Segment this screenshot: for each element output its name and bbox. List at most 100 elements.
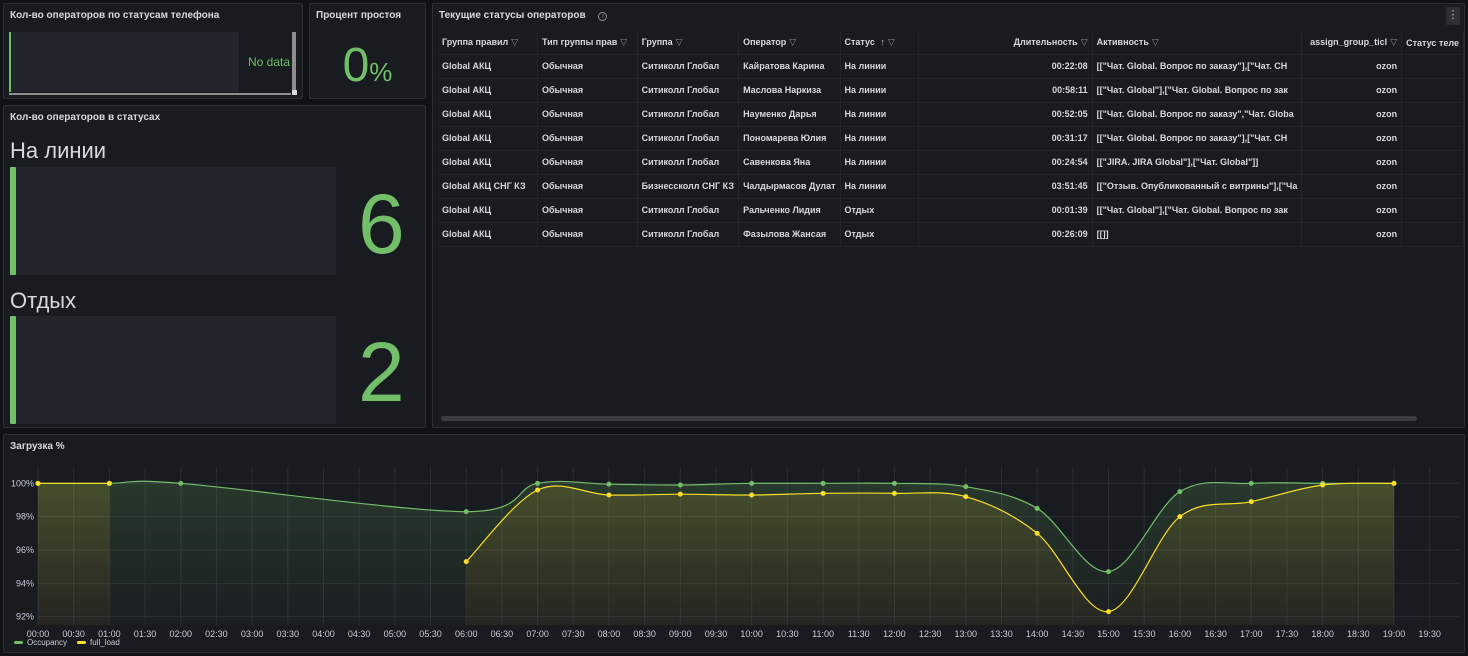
legend-swatch bbox=[14, 641, 23, 644]
x-tick-label: 11:30 bbox=[848, 629, 870, 639]
data-point-full-load bbox=[106, 480, 112, 486]
operators-table-title: Текущие статусы операторов i bbox=[439, 10, 608, 21]
phone-scroll-track[interactable] bbox=[9, 93, 291, 95]
legend-item-full-load[interactable]: full_load bbox=[77, 638, 120, 647]
x-tick-label: 05:30 bbox=[419, 629, 442, 639]
table-cell bbox=[1401, 126, 1464, 151]
x-tick-label: 00:00 bbox=[27, 629, 50, 639]
table-cell: ozon bbox=[1301, 126, 1403, 151]
col-header-label: Статус теле bbox=[1406, 37, 1459, 48]
table-cell: Науменко Дарья bbox=[738, 102, 841, 127]
data-point-full-load bbox=[820, 490, 826, 496]
table-cell bbox=[1401, 150, 1464, 175]
col-header[interactable]: Оператор ▽ bbox=[738, 32, 841, 55]
data-point-occupancy bbox=[1177, 489, 1183, 495]
col-header-label: assign_group_ticl bbox=[1310, 37, 1388, 48]
table-cell: На линии bbox=[840, 78, 920, 103]
x-tick-label: 13:30 bbox=[990, 629, 1013, 639]
x-tick-label: 17:30 bbox=[1276, 629, 1299, 639]
info-icon[interactable]: i bbox=[598, 12, 608, 21]
table-cell: ozon bbox=[1301, 78, 1403, 103]
filter-icon[interactable]: ▽ bbox=[675, 37, 683, 48]
table-cell: Global АКЦ bbox=[438, 222, 538, 247]
table-row[interactable]: Global АКЦ Обычная Ситиколл Глобал Науменко… bbox=[438, 102, 1464, 127]
table-row[interactable]: Global АКЦ Обычная Ситиколл Глобал Пономаре… bbox=[438, 126, 1464, 151]
panel-menu-button[interactable]: ⋮ bbox=[1446, 7, 1460, 25]
col-header-label: Длительность bbox=[1013, 37, 1078, 48]
data-point-occupancy bbox=[463, 509, 469, 515]
phone-chart-area bbox=[9, 32, 239, 92]
table-cell: Обычная bbox=[537, 174, 638, 199]
phone-scroll-handle[interactable] bbox=[292, 32, 296, 90]
table-cell: 00:58:11 bbox=[918, 78, 1093, 103]
table-cell: На линии bbox=[840, 174, 920, 199]
x-tick-label: 03:00 bbox=[241, 629, 264, 639]
table-cell: Пономарева Юлия bbox=[738, 126, 841, 151]
table-row[interactable]: Global АКЦ Обычная Ситиколл Глобал Ральченк… bbox=[438, 198, 1464, 223]
col-header[interactable]: Тип группы прав ▽ bbox=[537, 32, 638, 55]
operators-status-panel: Кол-во операторов в статусах На линии 6 … bbox=[3, 105, 426, 428]
col-header[interactable]: Группа правил ▽ bbox=[438, 32, 538, 55]
x-tick-label: 07:00 bbox=[526, 629, 549, 639]
data-point-full-load bbox=[35, 480, 41, 486]
phone-scroll-corner[interactable] bbox=[292, 90, 297, 95]
data-point-full-load bbox=[891, 490, 897, 496]
data-point-full-load bbox=[606, 492, 612, 498]
table-cell: ozon bbox=[1301, 222, 1403, 247]
y-tick-label: 100% bbox=[11, 478, 34, 488]
table-row[interactable]: Global АКЦ Обычная Ситиколл Глобал Савенков… bbox=[438, 150, 1464, 175]
col-header-label: Группа bbox=[641, 37, 673, 48]
data-point-occupancy bbox=[963, 484, 969, 490]
filter-icon[interactable]: ▽ bbox=[1390, 37, 1398, 48]
table-cell: ozon bbox=[1301, 150, 1403, 175]
table-cell: 00:22:08 bbox=[918, 54, 1093, 79]
col-header[interactable]: Длительность ▽ bbox=[918, 32, 1093, 55]
filter-icon[interactable]: ▽ bbox=[1080, 37, 1088, 48]
table-cell: [["Чат. Global. Вопрос по заказу"],["Чат… bbox=[1092, 54, 1303, 79]
table-cell: Global АКЦ СНГ КЗ bbox=[438, 174, 538, 199]
idle-percent-title: Процент простоя bbox=[316, 10, 402, 21]
data-point-full-load bbox=[1391, 480, 1397, 486]
col-header[interactable]: Группа ▽ bbox=[637, 32, 740, 55]
table-cell: Отдых bbox=[840, 222, 920, 247]
table-cell: Обычная bbox=[537, 150, 638, 175]
x-tick-label: 15:30 bbox=[1133, 629, 1156, 639]
table-row[interactable]: Global АКЦ Обычная Ситиколл Глобал Фазылова… bbox=[438, 222, 1464, 247]
table-cell: 00:26:09 bbox=[918, 222, 1093, 247]
col-header[interactable]: Статус теле bbox=[1401, 32, 1464, 55]
filter-icon[interactable]: ▽ bbox=[789, 37, 797, 48]
col-header[interactable]: assign_group_ticl ▽ bbox=[1301, 32, 1403, 55]
status-bar-fill bbox=[10, 167, 16, 275]
table-horizontal-scrollbar[interactable] bbox=[441, 416, 1417, 421]
status-label-rest: Отдых bbox=[10, 288, 77, 313]
legend-label: Occupancy bbox=[27, 638, 68, 647]
table-cell: Global АКЦ bbox=[438, 54, 538, 79]
legend-item-occupancy[interactable]: Occupancy bbox=[14, 638, 67, 647]
x-tick-label: 19:30 bbox=[1418, 629, 1441, 639]
table-cell: На линии bbox=[840, 102, 920, 127]
data-point-occupancy bbox=[1106, 569, 1112, 575]
filter-icon[interactable]: ▽ bbox=[511, 37, 519, 48]
table-cell: Ситиколл Глобал bbox=[637, 54, 740, 79]
filter-icon[interactable]: ▽ bbox=[620, 37, 628, 48]
col-header[interactable]: Статус ↑ ▽ bbox=[840, 32, 920, 55]
x-tick-label: 16:30 bbox=[1204, 629, 1227, 639]
col-header[interactable]: Активность ▽ bbox=[1092, 32, 1303, 55]
sort-asc-icon[interactable]: ↑ bbox=[880, 37, 885, 48]
x-tick-label: 13:00 bbox=[955, 629, 978, 639]
x-tick-label: 08:30 bbox=[633, 629, 656, 639]
table-cell: ozon bbox=[1301, 198, 1403, 223]
data-point-full-load bbox=[677, 491, 683, 497]
table-cell: Обычная bbox=[537, 54, 638, 79]
table-row[interactable]: Global АКЦ Обычная Ситиколл Глобал Кайратов… bbox=[438, 54, 1464, 79]
table-row[interactable]: Global АКЦ СНГ КЗ Обычная Бизнессколл СНГ … bbox=[438, 174, 1464, 199]
data-point-occupancy bbox=[820, 480, 826, 486]
filter-icon[interactable]: ▽ bbox=[1151, 37, 1159, 48]
x-tick-label: 16:00 bbox=[1169, 629, 1192, 639]
table-cell: 00:52:05 bbox=[918, 102, 1093, 127]
data-point-occupancy bbox=[178, 480, 184, 486]
table-cell: Чалдырмасов Дулат bbox=[738, 174, 841, 199]
filter-icon[interactable]: ▽ bbox=[887, 37, 895, 48]
table-cell: ozon bbox=[1301, 102, 1403, 127]
table-row[interactable]: Global АКЦ Обычная Ситиколл Глобал Маслова … bbox=[438, 78, 1464, 103]
